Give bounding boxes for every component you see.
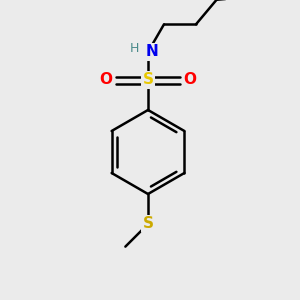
Text: H: H — [129, 43, 139, 56]
Text: N: N — [146, 44, 158, 59]
Text: S: S — [142, 217, 154, 232]
Text: O: O — [184, 73, 196, 88]
Text: O: O — [100, 73, 112, 88]
Text: S: S — [142, 73, 154, 88]
